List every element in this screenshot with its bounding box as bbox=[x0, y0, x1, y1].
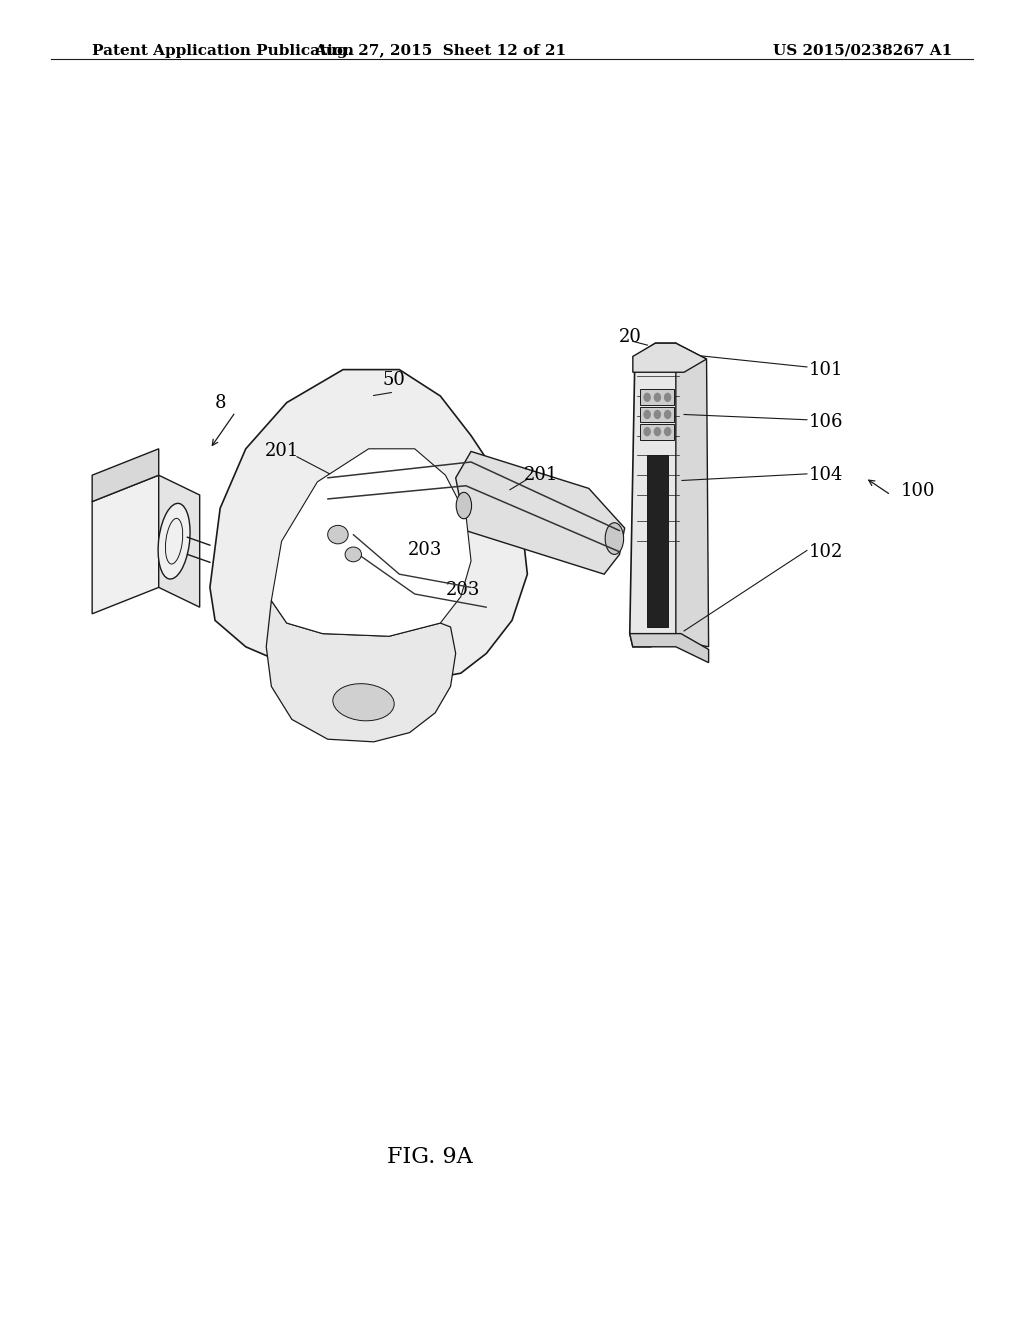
Ellipse shape bbox=[605, 523, 624, 554]
Text: 50: 50 bbox=[383, 371, 406, 389]
Polygon shape bbox=[159, 475, 200, 607]
Polygon shape bbox=[210, 370, 527, 686]
Text: 8: 8 bbox=[214, 393, 226, 412]
Polygon shape bbox=[630, 634, 709, 663]
Text: Patent Application Publication: Patent Application Publication bbox=[92, 44, 354, 58]
Ellipse shape bbox=[328, 525, 348, 544]
Text: 203: 203 bbox=[445, 581, 480, 599]
Circle shape bbox=[665, 428, 671, 436]
Text: 203: 203 bbox=[408, 541, 442, 560]
Text: 104: 104 bbox=[809, 466, 844, 484]
Text: Aug. 27, 2015  Sheet 12 of 21: Aug. 27, 2015 Sheet 12 of 21 bbox=[314, 44, 566, 58]
Polygon shape bbox=[630, 343, 681, 647]
Text: FIG. 9A: FIG. 9A bbox=[387, 1146, 473, 1168]
Circle shape bbox=[654, 393, 660, 401]
Circle shape bbox=[644, 428, 650, 436]
Polygon shape bbox=[271, 449, 471, 636]
Polygon shape bbox=[92, 475, 159, 614]
Text: US 2015/0238267 A1: US 2015/0238267 A1 bbox=[773, 44, 952, 58]
Polygon shape bbox=[676, 343, 709, 647]
Polygon shape bbox=[633, 343, 707, 372]
Text: 201: 201 bbox=[523, 466, 558, 484]
FancyBboxPatch shape bbox=[640, 389, 674, 405]
FancyBboxPatch shape bbox=[647, 455, 668, 627]
Text: 106: 106 bbox=[809, 413, 844, 432]
Polygon shape bbox=[266, 601, 456, 742]
Circle shape bbox=[654, 411, 660, 418]
Text: 101: 101 bbox=[809, 360, 844, 379]
Ellipse shape bbox=[457, 492, 471, 519]
Polygon shape bbox=[456, 451, 625, 574]
Circle shape bbox=[665, 411, 671, 418]
Ellipse shape bbox=[158, 503, 190, 579]
FancyBboxPatch shape bbox=[640, 424, 674, 440]
FancyBboxPatch shape bbox=[640, 407, 674, 422]
Circle shape bbox=[644, 393, 650, 401]
Circle shape bbox=[665, 393, 671, 401]
Circle shape bbox=[654, 428, 660, 436]
Text: 20: 20 bbox=[618, 327, 641, 346]
Text: 201: 201 bbox=[264, 442, 299, 461]
Text: 102: 102 bbox=[809, 543, 844, 561]
Circle shape bbox=[644, 411, 650, 418]
Polygon shape bbox=[92, 449, 159, 502]
Text: 100: 100 bbox=[901, 482, 936, 500]
Ellipse shape bbox=[333, 684, 394, 721]
Ellipse shape bbox=[345, 546, 361, 562]
